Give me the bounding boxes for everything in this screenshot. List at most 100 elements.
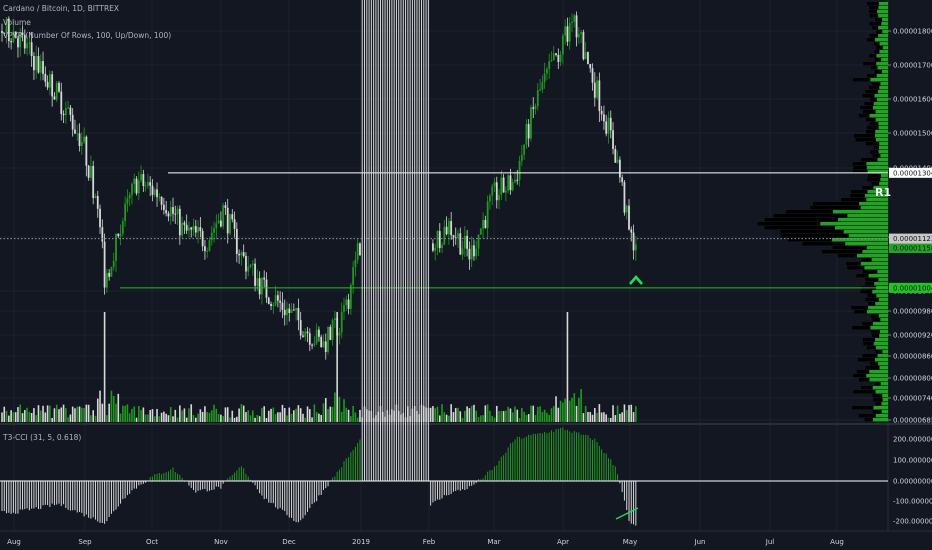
oscillator-tick-label: -200.00000000 (893, 518, 932, 526)
volume-bar (3, 406, 6, 422)
volume-bar (30, 412, 33, 422)
candle-body (438, 231, 441, 249)
candle-body (311, 344, 313, 346)
volume-bar (283, 408, 286, 422)
candle-body (477, 234, 480, 249)
volume-bar (217, 413, 220, 422)
volume-bar (320, 414, 322, 422)
price-levels (0, 172, 888, 289)
volume-bar (81, 407, 83, 422)
volume-bar (546, 412, 548, 422)
vp-row-up (881, 22, 888, 26)
volume-bar (215, 408, 218, 422)
volume-bar (568, 400, 571, 422)
vp-row-up (872, 322, 888, 326)
volume-bar (632, 412, 635, 422)
vp-row-down (764, 218, 888, 222)
time-tick-label: Oct (146, 538, 158, 546)
volume-bar (117, 393, 120, 422)
vp-row-up (877, 10, 888, 14)
vp-row-up (868, 306, 888, 310)
candle-body (245, 255, 247, 272)
candle-body (71, 114, 74, 130)
oscillator-legend[interactable]: T3-CCI (31, 5, 0.618) (3, 433, 82, 442)
vp-row-down (865, 366, 888, 370)
vp-row-down (871, 82, 888, 86)
oscillator-tick-label: 200.00000000 (893, 436, 932, 444)
candle-body (60, 91, 63, 114)
vp-row-up (878, 126, 888, 130)
volume-bar (163, 411, 165, 422)
volume-bar (258, 416, 261, 422)
volume-bar (315, 412, 318, 422)
candle-body (1, 31, 3, 34)
candle-body (33, 55, 35, 71)
candle-body (17, 38, 19, 48)
vp-row-up (876, 98, 888, 102)
volume-bar (90, 415, 92, 422)
candle-body (507, 175, 510, 191)
volume-bar (233, 417, 236, 422)
candle-body (634, 244, 637, 251)
volume-bar (322, 403, 325, 422)
volume-bar (288, 407, 291, 422)
volume-bar (42, 405, 44, 422)
volume-bar (518, 417, 521, 422)
volume-bar (313, 404, 316, 422)
vp-row-up (877, 90, 888, 94)
divergence-line (615, 507, 639, 520)
vp-row-up (875, 302, 888, 306)
volume-bar (566, 312, 569, 422)
vp-row-up (881, 58, 888, 62)
volume-bar (263, 406, 265, 422)
candle-body (618, 159, 621, 178)
vp-row-up (880, 318, 888, 322)
volume-bar (311, 417, 313, 422)
candle-body (62, 113, 65, 116)
vp-row-up (862, 250, 888, 254)
vp-row-up (866, 246, 888, 250)
vp-row-down (780, 230, 888, 234)
symbol-legend[interactable]: Cardano / Bitcoin, 1D, BITTREX (3, 4, 120, 13)
volume-bar (69, 414, 72, 422)
volume-bar (236, 416, 238, 422)
volume-bar (539, 406, 541, 422)
candle-body (527, 123, 530, 139)
price-candles[interactable] (1, 0, 637, 360)
candle-body (58, 82, 60, 92)
candle-body (566, 26, 569, 42)
vp-row-down (874, 70, 888, 74)
volume-bar (179, 405, 181, 422)
volume-bar (445, 414, 448, 422)
volume-bar (578, 397, 580, 422)
candle-body (459, 233, 462, 255)
vp-row-up (866, 374, 888, 378)
candle-body (482, 220, 484, 229)
volume-bar (201, 411, 204, 422)
candle-body (331, 319, 334, 340)
grid (0, 0, 932, 532)
candle-body (151, 185, 154, 195)
volume-bar (142, 407, 145, 422)
candle-body (69, 107, 72, 115)
vp-row-up (878, 122, 888, 126)
candle-body (174, 213, 177, 215)
volume-legend[interactable]: Volume (3, 18, 31, 27)
candle-body (51, 74, 54, 97)
volume-bar (147, 414, 149, 422)
volume-bar (514, 406, 516, 422)
volume-bar (35, 415, 37, 422)
volume-bar (295, 408, 297, 422)
vp-row-up (877, 158, 888, 162)
volume-bar (498, 411, 500, 422)
vp-row-up (880, 382, 888, 386)
candle-body (470, 245, 473, 260)
volume-bar (596, 412, 598, 422)
candle-body (283, 309, 286, 316)
candle-body (514, 179, 516, 183)
vpvr-legend[interactable]: VPVR (Number Of Rows, 100, Up/Down, 100) (3, 31, 172, 40)
candle-body (475, 248, 478, 257)
volume-bar (584, 405, 587, 422)
volume-bar (331, 406, 334, 422)
